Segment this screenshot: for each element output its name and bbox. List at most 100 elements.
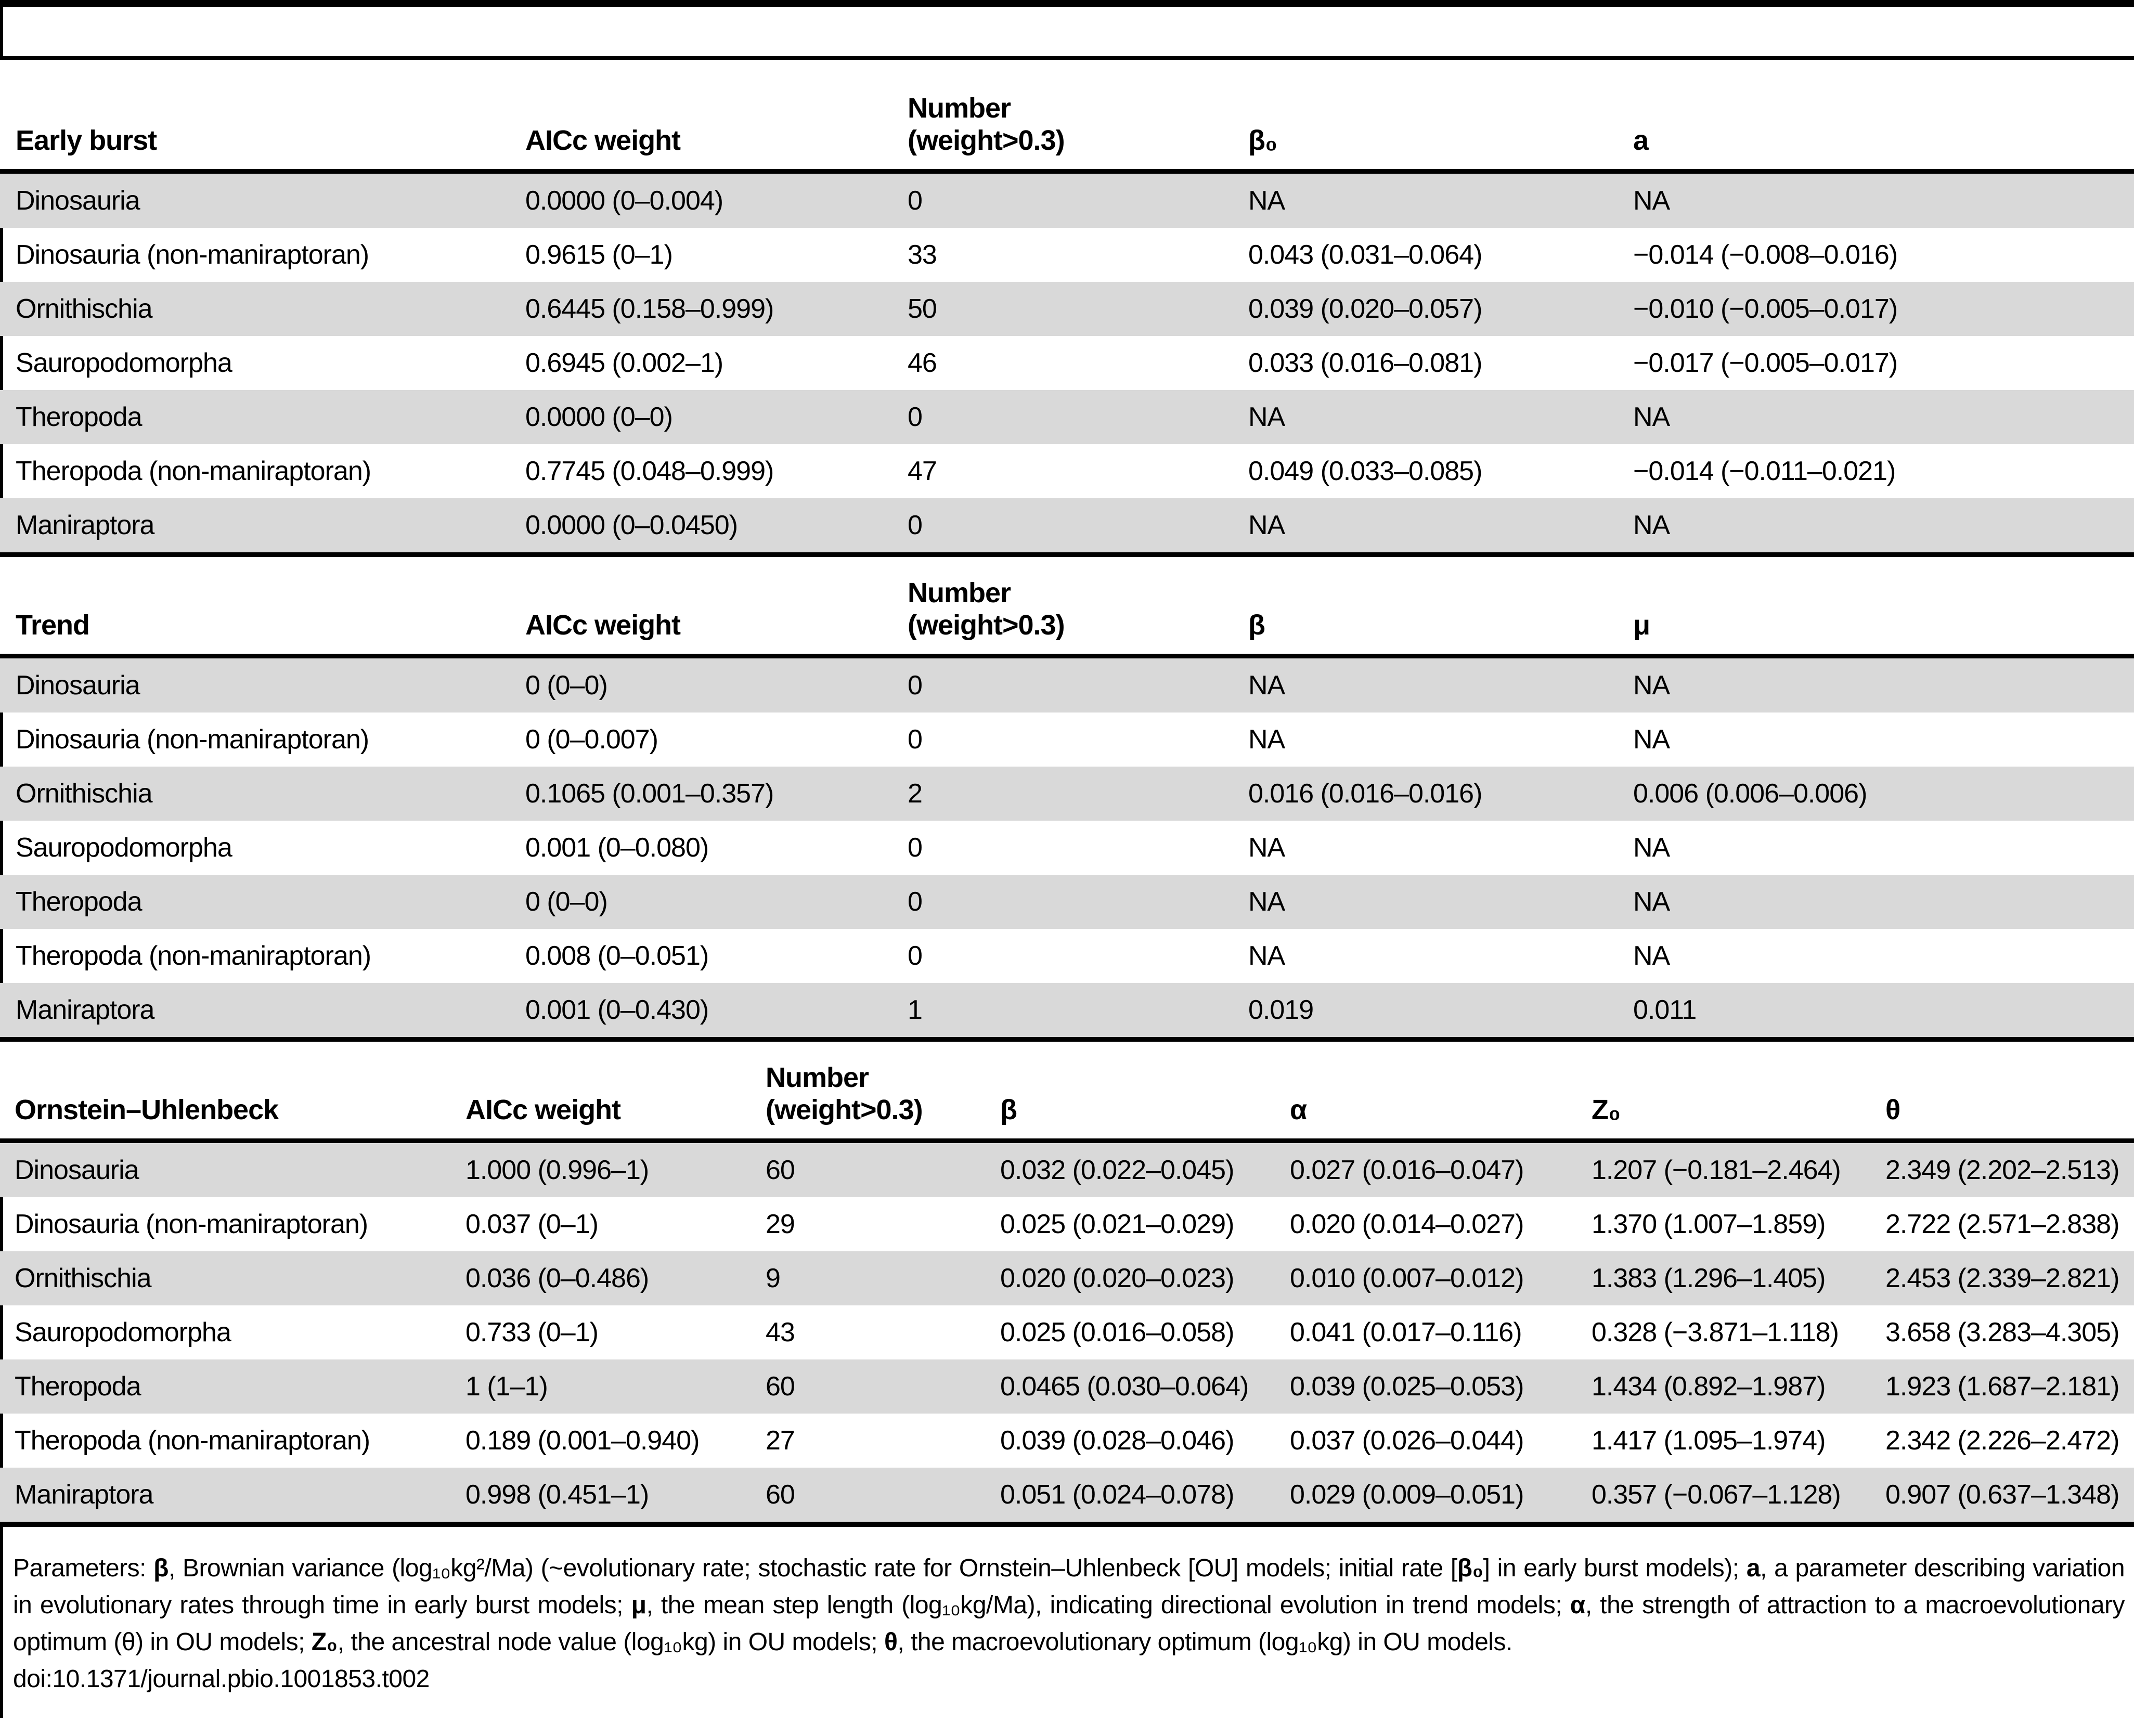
table-row: Theropoda (non-maniraptoran) 0.008 (0–0.0… — [0, 929, 2134, 983]
footnote: Parameters: β, Brownian variance (log₁₀k… — [0, 1550, 2134, 1698]
table-row: Dinosauria (non-maniraptoran) 0.9615 (0–1… — [0, 228, 2134, 282]
header-rule — [0, 1138, 2134, 1143]
table-row: Dinosauria (non-maniraptoran) 0 (0–0.007)… — [0, 712, 2134, 767]
cell: 3.658 (3.283–4.305) — [1885, 1317, 2119, 1348]
cell: 2.453 (2.339–2.821) — [1885, 1263, 2119, 1293]
column-header: μ — [1633, 610, 1650, 641]
cell: 2.722 (2.571–2.838) — [1885, 1209, 2119, 1239]
cell: NA — [1633, 402, 1670, 432]
cell: 0.9615 (0–1) — [525, 240, 673, 270]
cell: 1 (1–1) — [465, 1371, 548, 1402]
cell: 0.020 (0.020–0.023) — [1000, 1263, 1234, 1293]
table-row: Sauropodomorpha 0.001 (0–0.080) 0 NA NA — [0, 821, 2134, 875]
table-row: Maniraptora 0.998 (0.451–1) 60 0.051 (0.024… — [0, 1468, 2134, 1522]
cell: 0.039 (0.020–0.057) — [1248, 294, 1482, 324]
cell: 1.370 (1.007–1.859) — [1592, 1209, 1826, 1239]
cell: 0.041 (0.017–0.116) — [1290, 1317, 1522, 1348]
cell: 0.328 (−3.871–1.118) — [1592, 1317, 1839, 1348]
trend-table: Trend AICc weight Number (weight>0.3) β μ Din… — [0, 557, 2134, 1042]
cell: 0.357 (−0.067–1.128) — [1592, 1480, 1841, 1510]
cell: NA — [1248, 941, 1285, 971]
parameter-symbol: β₀ — [1457, 1554, 1483, 1582]
cell: 47 — [908, 456, 937, 486]
column-header: θ — [1885, 1094, 1900, 1125]
cell: −0.017 (−0.005–0.017) — [1633, 348, 1898, 378]
cell: Sauropodomorpha — [16, 833, 232, 863]
cell: NA — [1248, 833, 1285, 863]
cell: 0.008 (0–0.051) — [525, 941, 709, 971]
cell: 9 — [766, 1263, 781, 1293]
cell: NA — [1633, 833, 1670, 863]
cell: 0.001 (0–0.080) — [525, 833, 709, 863]
table-row: Dinosauria 0.0000 (0–0.004) 0 NA NA — [0, 174, 2134, 228]
cell: 0.001 (0–0.430) — [525, 995, 709, 1025]
cell: 0 — [908, 510, 923, 540]
cell: Theropoda — [16, 887, 143, 917]
parameter-symbol: β — [153, 1554, 169, 1582]
cell: Dinosauria — [15, 1155, 139, 1185]
cell: Ornithischia — [16, 294, 153, 324]
table-row: Ornithischia 0.036 (0–0.486) 9 0.020 (0.020… — [0, 1251, 2134, 1305]
ornstein-uhlenbeck-table: Ornstein–Uhlenbeck AICc weight Number (wei… — [0, 1042, 2134, 1527]
cell: Ornithischia — [16, 779, 153, 809]
table-row: Ornithischia 0.1065 (0.001–0.357) 2 0.016 (… — [0, 767, 2134, 821]
cell: 0.037 (0–1) — [465, 1209, 599, 1239]
cell: 33 — [908, 240, 937, 270]
cell: 0 — [908, 724, 923, 755]
cell: 0.0000 (0–0) — [525, 402, 673, 432]
top-border-bar — [0, 0, 2134, 7]
footnote-text: , the strength of attraction to a macroe… — [13, 1591, 2125, 1656]
cell: 0.7745 (0.048–0.999) — [525, 456, 774, 486]
cell: 0.027 (0.016–0.047) — [1290, 1155, 1524, 1185]
cell: 2.342 (2.226–2.472) — [1885, 1426, 2119, 1456]
cell: 60 — [766, 1371, 795, 1402]
parameter-symbol: α — [1570, 1591, 1586, 1619]
cell: 0.019 — [1248, 995, 1314, 1025]
table-row: Dinosauria 1.000 (0.996–1) 60 0.032 (0.022–… — [0, 1143, 2134, 1197]
cell: 1.434 (0.892–1.987) — [1592, 1371, 1826, 1402]
left-border-line — [0, 7, 3, 1718]
cell: 0.189 (0.001–0.940) — [465, 1426, 700, 1456]
cell: NA — [1633, 510, 1670, 540]
cell: Theropoda (non-maniraptoran) — [16, 941, 371, 971]
column-header: Ornstein–Uhlenbeck — [15, 1094, 279, 1125]
column-header: Trend — [16, 610, 90, 641]
table-row: Maniraptora 0.0000 (0–0.0450) 0 NA NA — [0, 498, 2134, 552]
table-row: Dinosauria 0 (0–0) 0 NA NA — [0, 658, 2134, 712]
cell: 0 (0–0.007) — [525, 724, 658, 755]
cell: 0.0000 (0–0.0450) — [525, 510, 738, 540]
cell: 60 — [766, 1480, 795, 1510]
table-row: Ornithischia 0.6445 (0.158–0.999) 50 0.039 … — [0, 282, 2134, 336]
column-header: AICc weight — [465, 1094, 621, 1125]
cell: 0.907 (0.637–1.348) — [1885, 1480, 2119, 1510]
cell: 43 — [766, 1317, 795, 1348]
table-row: Theropoda 0.0000 (0–0) 0 NA NA — [0, 390, 2134, 444]
cell: NA — [1633, 724, 1670, 755]
table-header-row: Ornstein–Uhlenbeck AICc weight Number (wei… — [0, 1042, 2134, 1138]
cell: 0.0000 (0–0.004) — [525, 186, 723, 216]
cell: 0.0465 (0.030–0.064) — [1000, 1371, 1249, 1402]
cell: 60 — [766, 1155, 795, 1185]
cell: 0 — [908, 941, 923, 971]
cell: 0.039 (0.028–0.046) — [1000, 1426, 1234, 1456]
footnote-text: Parameters: — [13, 1554, 154, 1582]
column-header: a — [1633, 125, 1649, 156]
cell: 1.923 (1.687–2.181) — [1885, 1371, 2119, 1402]
cell: Sauropodomorpha — [16, 348, 232, 378]
table-row: Theropoda (non-maniraptoran) 0.7745 (0.04… — [0, 444, 2134, 498]
cell: 0.039 (0.025–0.053) — [1290, 1371, 1524, 1402]
table-row: Theropoda 0 (0–0) 0 NA NA — [0, 875, 2134, 929]
cell: 0 — [908, 186, 923, 216]
cell: 50 — [908, 294, 937, 324]
table-bottom-rule — [0, 552, 2134, 557]
column-header: AICc weight — [525, 610, 681, 641]
table-figure: Early burst AICc weight Number (weight>0.3… — [0, 56, 2134, 1698]
cell: 0.998 (0.451–1) — [465, 1480, 649, 1510]
column-header: Number (weight>0.3) — [908, 577, 1065, 641]
cell: 0.043 (0.031–0.064) — [1248, 240, 1482, 270]
parameter-symbol: a — [1746, 1554, 1761, 1582]
cell: 0.036 (0–0.486) — [465, 1263, 649, 1293]
footnote-text: , Brownian variance (log₁₀kg²/Ma) (~evol… — [168, 1554, 1457, 1582]
header-rule — [0, 169, 2134, 174]
table-row: Sauropodomorpha 0.6945 (0.002–1) 46 0.033 (… — [0, 336, 2134, 390]
